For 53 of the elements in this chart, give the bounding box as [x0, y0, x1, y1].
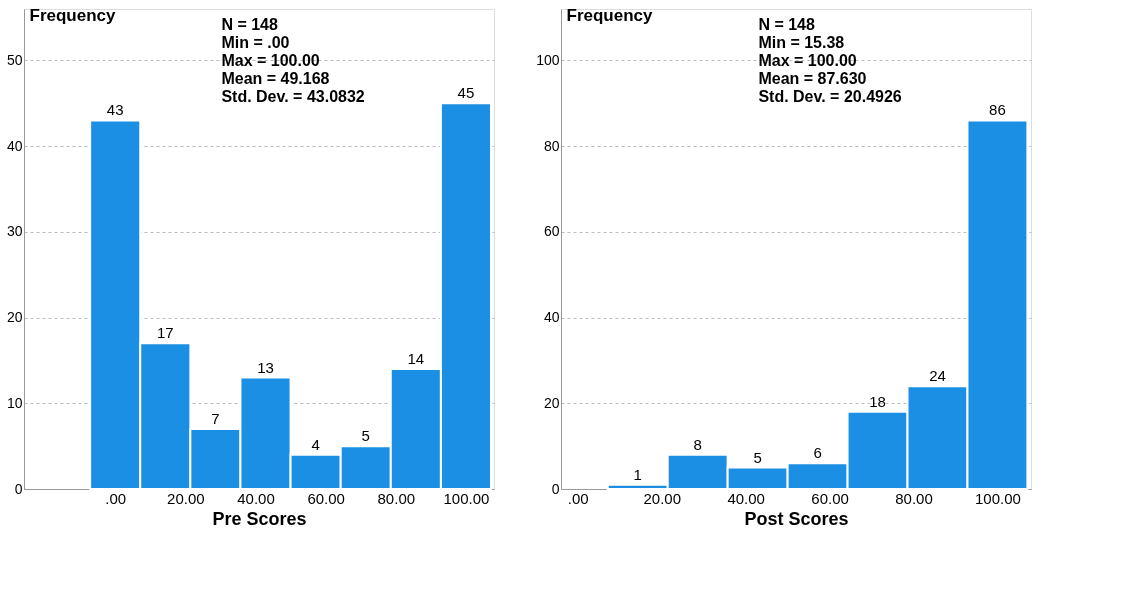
data-label: 5 — [753, 448, 762, 466]
annotation: Min = 15.38 — [758, 34, 845, 51]
x-tick-label: 20.00 — [643, 489, 681, 507]
x-tick-label: 60.00 — [307, 489, 345, 507]
annotation: Max = 100.00 — [221, 52, 320, 69]
data-label: 4 — [311, 435, 320, 453]
y-tick-label: 30 — [6, 223, 23, 240]
x-tick-label: .00 — [105, 489, 127, 507]
x-tick-label: 40.00 — [727, 489, 765, 507]
data-label: 8 — [693, 435, 702, 453]
data-label: 5 — [361, 427, 370, 445]
data-label: 1 — [633, 465, 642, 483]
annotation: Min = .00 — [221, 34, 290, 51]
x-tick-label: 80.00 — [895, 489, 933, 507]
data-label: 17 — [156, 324, 174, 342]
x-tick-label: 20.00 — [167, 489, 205, 507]
annotation: Max = 100.00 — [758, 52, 857, 69]
annotation: Mean = 49.168 — [221, 70, 330, 87]
x-tick-label: 100.00 — [443, 489, 490, 507]
x-tick-label: .00 — [567, 489, 589, 507]
y-axis-title: Frequency — [566, 5, 654, 25]
data-label: 43 — [106, 101, 124, 119]
data-label: 6 — [813, 444, 822, 462]
x-tick-label: 60.00 — [811, 489, 849, 507]
y-tick-label: 20 — [543, 394, 560, 411]
y-tick-label: 10 — [6, 394, 23, 411]
data-label: 86 — [989, 101, 1006, 119]
y-tick-label: 80 — [543, 137, 560, 154]
y-tick-label: 40 — [543, 309, 560, 326]
y-tick-label: 0 — [14, 480, 23, 497]
data-label: 24 — [929, 367, 946, 385]
x-tick-label: 40.00 — [237, 489, 275, 507]
data-label: 18 — [869, 392, 886, 410]
annotation: Std. Dev. = 20.4926 — [758, 88, 902, 105]
y-tick-label: 60 — [543, 223, 560, 240]
x-tick-label: 80.00 — [377, 489, 416, 507]
data-label: 13 — [257, 358, 274, 376]
y-tick-label: 100 — [536, 51, 560, 68]
annotation: N = 148 — [221, 16, 278, 33]
y-axis-title: Frequency — [29, 5, 117, 25]
data-label: 45 — [457, 84, 475, 102]
y-tick-label: 0 — [551, 480, 560, 497]
x-tick-label: 100.00 — [974, 489, 1021, 507]
y-tick-label: 40 — [6, 137, 23, 154]
data-label: 14 — [407, 350, 425, 367]
annotation: Std. Dev. = 43.0832 — [221, 88, 365, 105]
annotation: N = 148 — [758, 16, 815, 33]
data-label: 7 — [211, 410, 220, 427]
x-axis-title: Pre Scores — [212, 508, 307, 529]
annotation: Mean = 87.630 — [758, 70, 867, 87]
y-tick-label: 50 — [6, 51, 23, 68]
y-tick-label: 20 — [6, 309, 23, 326]
x-axis-title: Post Scores — [744, 508, 849, 529]
